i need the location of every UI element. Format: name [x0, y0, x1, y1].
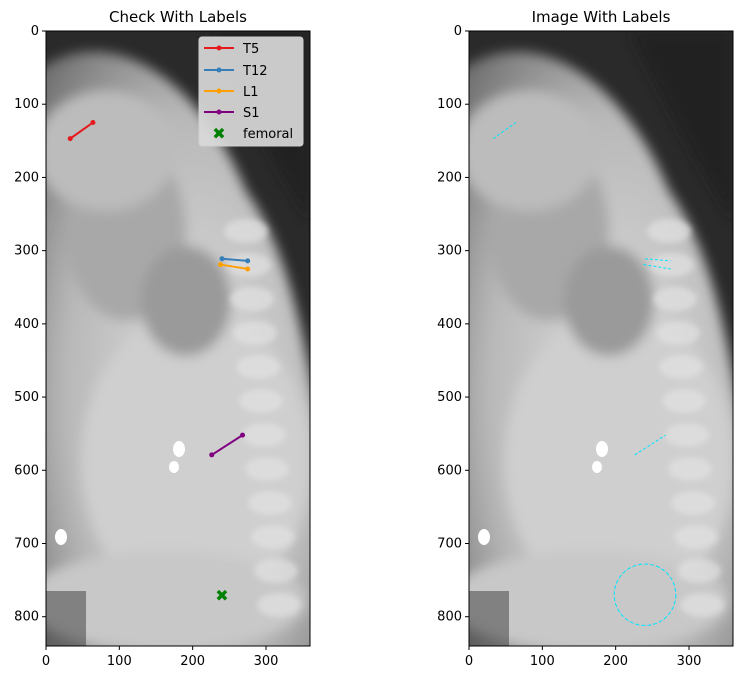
legend-entry-femoral: ✖ femoral — [212, 124, 293, 143]
series-line-l1 — [220, 263, 248, 270]
x-tick-label: 100 — [107, 654, 132, 669]
y-tick-label: 600 — [14, 463, 39, 478]
annotation-line-t12 — [644, 258, 671, 262]
y-tick-label: 100 — [14, 97, 39, 112]
y-axis: 0 100 200 300 400 500 600 700 800 — [14, 24, 46, 625]
y-tick-label: 500 — [14, 390, 39, 405]
series-line-t5 — [69, 121, 94, 140]
marker-femoral: ✖ — [215, 586, 228, 605]
legend-entry-l1: L1 — [204, 85, 259, 100]
panel-image-with-labels: Image With Labels 0 100 200 300 0 100 200 300 4… — [437, 8, 734, 669]
legend-box — [198, 36, 304, 147]
y-tick-label: 400 — [14, 317, 39, 332]
chart-title: Check With Labels — [109, 8, 247, 26]
y-tick-label: 800 — [14, 610, 39, 625]
plot-frame — [45, 30, 311, 647]
point-s1 — [209, 452, 215, 458]
x-axis: 0 100 200 300 — [465, 646, 702, 669]
panel-check-with-labels: Check With Labels ✖ 0 100 200 300 0 100 200 30… — [14, 8, 311, 669]
x-tick-label: 300 — [677, 654, 702, 669]
y-tick-label: 200 — [14, 170, 39, 185]
plot-marks — [492, 122, 677, 626]
legend-marker-t12 — [216, 67, 222, 73]
y-tick-label: 0 — [454, 24, 462, 39]
y-tick-label: 600 — [437, 463, 462, 478]
point-t5 — [67, 136, 73, 142]
plot-marks: ✖ — [67, 120, 251, 605]
legend-marker-t5 — [216, 45, 222, 51]
legend-marker-femoral: ✖ — [212, 124, 225, 143]
y-tick-label: 300 — [14, 244, 39, 259]
point-t12 — [245, 258, 251, 264]
y-tick-label: 500 — [437, 390, 462, 405]
y-tick-label: 0 — [31, 24, 39, 39]
y-tick-label: 700 — [437, 537, 462, 552]
y-tick-label: 100 — [437, 97, 462, 112]
annotation-line-l1 — [643, 264, 671, 270]
x-axis: 0 100 200 300 — [42, 646, 279, 669]
y-tick-label: 300 — [437, 244, 462, 259]
y-tick-label: 800 — [437, 610, 462, 625]
plot-frame — [468, 30, 734, 647]
point-s1 — [240, 432, 246, 438]
legend-label-t5: T5 — [242, 42, 259, 57]
legend-entry-t5: T5 — [204, 42, 259, 57]
x-tick-label: 100 — [530, 654, 555, 669]
x-tick-label: 300 — [254, 654, 279, 669]
y-axis: 0 100 200 300 400 500 600 700 800 — [437, 24, 469, 625]
legend-label-femoral: femoral — [243, 127, 293, 142]
x-tick-label: 200 — [603, 654, 628, 669]
y-tick-label: 700 — [14, 537, 39, 552]
legend-entry-t12: T12 — [204, 64, 267, 79]
point-t5 — [90, 120, 96, 126]
legend-label-l1: L1 — [243, 85, 259, 100]
point-t12 — [219, 256, 225, 262]
point-l1 — [245, 266, 251, 272]
legend-marker-l1 — [216, 88, 222, 94]
legend: T5 T12 L1 S1 ✖ femoral — [198, 36, 304, 147]
chart-title: Image With Labels — [532, 8, 671, 26]
annotation-line-s1 — [634, 434, 666, 456]
xray-image — [469, 31, 733, 646]
femoral-head-circle — [613, 563, 677, 626]
legend-label-t12: T12 — [242, 64, 267, 79]
legend-marker-s1 — [216, 109, 222, 115]
x-tick-label: 0 — [465, 654, 473, 669]
point-l1 — [218, 262, 224, 268]
y-tick-label: 400 — [437, 317, 462, 332]
x-tick-label: 200 — [180, 654, 205, 669]
series-line-t12 — [221, 257, 248, 262]
legend-entry-s1: S1 — [204, 106, 260, 121]
x-tick-label: 0 — [42, 654, 50, 669]
series-line-s1 — [211, 434, 244, 456]
legend-label-s1: S1 — [243, 106, 260, 121]
y-tick-label: 200 — [437, 170, 462, 185]
